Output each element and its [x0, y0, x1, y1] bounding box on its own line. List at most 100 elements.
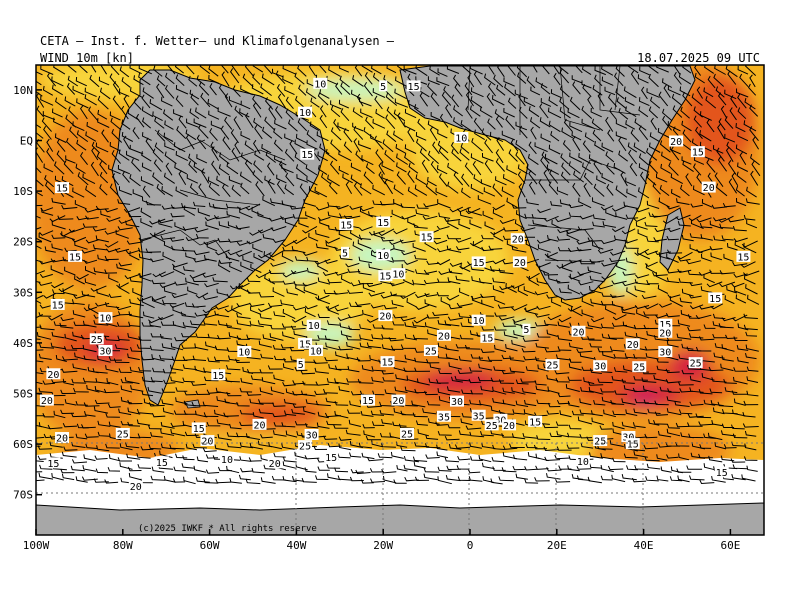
- wind-barb: [338, 230, 352, 240]
- speed-label: 25: [486, 421, 498, 432]
- wind-barb: [689, 475, 705, 481]
- wind-barb: [160, 321, 176, 326]
- wind-barb: [51, 331, 65, 339]
- wind-barb: [615, 119, 628, 129]
- wind-barb: [447, 181, 459, 194]
- wind-barb: [624, 444, 638, 452]
- wind-barb: [111, 129, 123, 143]
- wind-barb: [282, 331, 295, 340]
- wind-barb: [263, 251, 275, 261]
- wind-barb: [36, 326, 42, 328]
- copyright-notice: (c)2025 IWKF * All rights reserve: [138, 524, 317, 534]
- wind-barb: [732, 314, 748, 322]
- wind-barb: [140, 207, 152, 218]
- wind-barb: [422, 408, 437, 415]
- wind-barb: [51, 76, 64, 87]
- wind-barb: [150, 431, 163, 438]
- wind-barb: [686, 260, 702, 265]
- wind-barb: [123, 135, 131, 150]
- wind-barb: [269, 250, 285, 258]
- wind-barb: [559, 97, 570, 110]
- wind-barb: [678, 257, 691, 262]
- wind-barb: [742, 411, 756, 418]
- wind-barb: [355, 150, 364, 162]
- wind-barb: [208, 182, 220, 197]
- speed-label: 15: [301, 150, 313, 161]
- wind-barb: [454, 83, 463, 97]
- speed-label-bg: [502, 419, 517, 431]
- wind-barb: [484, 139, 493, 154]
- wind-barb: [68, 227, 85, 233]
- wind-barb: [492, 183, 503, 197]
- wind-barb: [498, 379, 515, 384]
- wind-barb: [460, 119, 472, 132]
- wind-barb: [215, 249, 230, 256]
- wind-barb: [226, 162, 239, 175]
- wind-barb: [143, 398, 155, 406]
- wind-barb: [211, 160, 221, 176]
- wind-barb: [381, 469, 397, 474]
- speed-label: 15: [408, 82, 420, 93]
- wind-barb: [568, 203, 584, 209]
- wind-barb: [710, 252, 723, 261]
- wind-barb: [745, 331, 758, 337]
- wind-barb: [581, 297, 594, 307]
- wind-barb: [330, 100, 342, 110]
- wind-barb: [152, 148, 164, 163]
- wind-barb: [532, 219, 547, 227]
- wind-barb: [127, 353, 140, 361]
- wind-barb: [361, 65, 373, 73]
- wind-barb: [647, 408, 661, 414]
- wind-barb: [667, 227, 681, 233]
- wind-barb: [743, 242, 757, 254]
- wind-barb: [242, 255, 254, 264]
- wind-barb: [395, 144, 407, 154]
- wind-barb: [514, 219, 525, 229]
- wind-barb: [718, 118, 726, 131]
- wind-barb: [141, 132, 152, 141]
- wind-barb: [560, 153, 569, 165]
- wind-barb: [330, 139, 341, 153]
- wind-barb: [330, 127, 342, 141]
- wind-barb: [421, 159, 429, 173]
- speed-label: 30: [99, 346, 111, 357]
- wind-barb: [415, 209, 430, 217]
- wind-barb: [36, 204, 43, 207]
- wind-barb: [176, 126, 187, 139]
- wind-barb: [160, 429, 175, 436]
- speed-label-bg: [378, 270, 393, 282]
- wind-barb: [316, 422, 330, 429]
- wind-barb: [207, 176, 220, 187]
- wind-barb: [501, 433, 515, 438]
- wind-barb: [373, 230, 386, 239]
- wind-barb: [127, 407, 141, 415]
- wind-barb: [568, 424, 582, 430]
- wind-barb: [396, 162, 407, 173]
- wind-barb: [459, 211, 473, 219]
- wind-barb: [525, 366, 539, 372]
- wind-barb: [554, 369, 570, 375]
- wind-barb: [303, 198, 317, 207]
- speed-label-bg: [46, 368, 61, 380]
- wind-barb: [737, 65, 749, 75]
- wind-barb: [189, 89, 200, 100]
- wind-barb: [272, 430, 287, 437]
- wind-barb: [305, 422, 319, 429]
- wind-barb: [122, 170, 130, 183]
- wind-barb: [611, 226, 625, 233]
- wind-barb: [303, 286, 318, 296]
- wind-barb: [339, 75, 350, 88]
- wind-barb: [657, 284, 669, 294]
- wind-barb: [496, 84, 506, 96]
- wind-barb: [289, 140, 298, 155]
- wind-barb: [544, 348, 561, 353]
- wind-barb: [511, 245, 527, 253]
- wind-barb: [444, 456, 460, 463]
- wind-barb: [654, 227, 671, 233]
- wind-barb: [601, 239, 616, 245]
- wind-barb: [156, 75, 166, 87]
- wind-barb: [195, 292, 209, 299]
- wind-barb: [333, 290, 349, 295]
- wind-barb: [85, 443, 98, 449]
- wind-barb: [384, 178, 394, 195]
